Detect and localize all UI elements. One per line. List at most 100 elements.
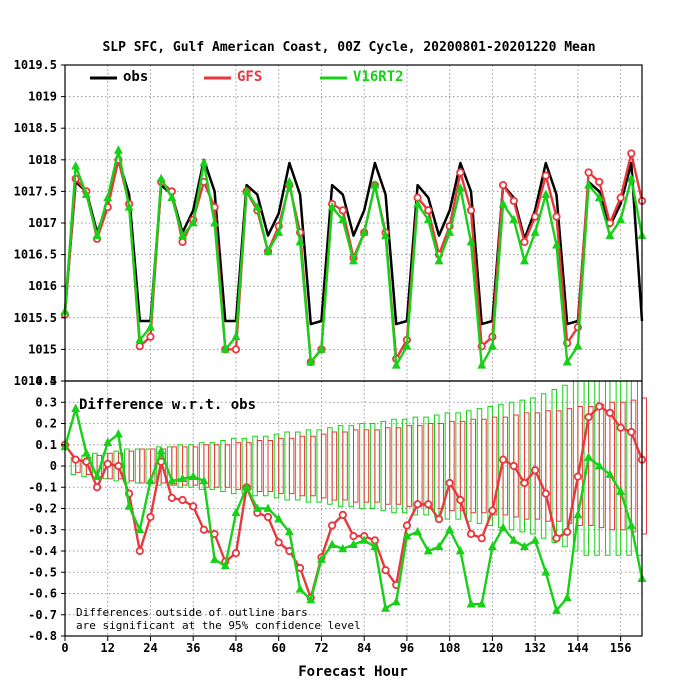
- top-point-gfs: [616, 193, 625, 202]
- x-tick-label-132: 132: [524, 641, 546, 655]
- tick-labels: 0 12 24 36 48 60 72 84 96 108 120 132 144 156 1014.5 10…: [14, 58, 632, 655]
- top-point-v16rt2: [103, 192, 113, 202]
- confidence-bar-gfs: [588, 406, 594, 526]
- bottom-point-gfs: [146, 512, 155, 522]
- top-point-v16rt2: [519, 255, 529, 265]
- bottom-point-v16rt2: [530, 535, 540, 544]
- legend: obs GFS V16RT2: [90, 69, 404, 85]
- confidence-bar-gfs: [171, 446, 177, 486]
- bottom-point-v16rt2: [519, 541, 529, 551]
- confidence-bar-gfs: [406, 425, 412, 507]
- legend-label-gfs: GFS: [237, 69, 262, 85]
- confidence-bar-gfs: [224, 444, 231, 488]
- bottom-point-v16rt2: [573, 509, 583, 519]
- significance-note-line-2: are significant at the 95% confidence le…: [76, 619, 361, 632]
- top-point-v16rt2: [81, 189, 91, 198]
- top-point-gfs: [135, 342, 144, 351]
- bottom-point-gfs: [92, 483, 102, 492]
- confidence-bar-gfs: [481, 418, 487, 514]
- bottom-point-v16rt2: [316, 554, 326, 563]
- bottom-point-gfs: [498, 455, 508, 464]
- bottom-point-v16rt2: [71, 403, 81, 413]
- confidence-bar-gfs: [502, 416, 509, 516]
- bottom-point-gfs: [509, 461, 518, 471]
- top-point-v16rt2: [178, 230, 188, 240]
- bottom-point-v16rt2: [81, 448, 91, 457]
- significance-note-line-1: Differences outside of outline bars: [76, 606, 308, 619]
- top-point-gfs: [595, 177, 604, 187]
- bottom-point-v16rt2: [167, 475, 177, 485]
- top-point-gfs: [531, 212, 540, 221]
- confidence-bar-gfs: [363, 429, 370, 503]
- x-tick-label-24: 24: [143, 641, 157, 655]
- top-point-gfs: [466, 206, 476, 215]
- top-point-v16rt2: [477, 360, 487, 369]
- top-y-tick-label: 1017.5: [14, 184, 57, 198]
- confidence-bar-gfs: [288, 437, 295, 495]
- top-point-v16rt2: [413, 198, 423, 208]
- top-point-v16rt2: [135, 334, 145, 344]
- bottom-point-v16rt2: [413, 526, 423, 536]
- bottom-point-gfs: [584, 413, 593, 422]
- confidence-bar-gfs: [577, 406, 583, 526]
- bottom-point-gfs: [338, 510, 347, 519]
- x-tick-label-96: 96: [400, 641, 414, 655]
- top-point-v16rt2: [381, 230, 391, 240]
- bottom-y-tick-label: -0.2: [28, 502, 57, 516]
- confidence-bar-gfs: [609, 401, 615, 531]
- top-y-tick-label: 1017: [28, 216, 57, 230]
- bottom-point-gfs: [434, 515, 444, 524]
- x-tick-label-108: 108: [439, 641, 461, 655]
- bottom-y-tick-label: -0.3: [28, 523, 57, 537]
- top-point-v16rt2: [541, 189, 551, 198]
- top-point-gfs: [338, 206, 347, 215]
- bottom-point-gfs: [466, 529, 476, 539]
- bottom-point-v16rt2: [359, 535, 369, 544]
- confidence-bar-gfs: [620, 401, 626, 531]
- confidence-bar-gfs: [139, 448, 145, 484]
- bottom-y-tick-label: -0.1: [28, 480, 57, 494]
- bottom-point-v16rt2: [605, 469, 615, 478]
- confidence-bar-gfs: [267, 440, 274, 492]
- confidence-bar-v16rt2: [626, 380, 632, 556]
- bottom-point-v16rt2: [498, 522, 508, 532]
- bottom-point-v16rt2: [295, 584, 305, 593]
- confidence-bar-gfs: [299, 435, 306, 497]
- top-point-v16rt2: [349, 255, 358, 265]
- axes-frame: [61, 64, 643, 641]
- top-y-tick-label: 1016: [28, 279, 57, 293]
- top-point-v16rt2: [584, 180, 594, 189]
- top-y-tick-label: 1016.5: [14, 248, 57, 262]
- bottom-point-v16rt2: [306, 594, 316, 604]
- bottom-point-gfs: [114, 461, 123, 471]
- x-tick-label-72: 72: [314, 641, 328, 655]
- bottom-point-gfs: [263, 512, 273, 522]
- bottom-point-v16rt2: [103, 437, 113, 447]
- confidence-bar-v16rt2: [637, 380, 643, 556]
- confidence-bar-gfs: [545, 410, 551, 522]
- bottom-point-gfs: [531, 466, 540, 475]
- confidence-bar-gfs: [214, 444, 220, 488]
- x-tick-label-0: 0: [61, 641, 68, 655]
- top-point-v16rt2: [391, 360, 401, 369]
- bottom-point-v16rt2: [113, 429, 123, 438]
- top-point-v16rt2: [113, 145, 123, 154]
- bottom-point-v16rt2: [616, 486, 626, 495]
- bottom-point-v16rt2: [487, 541, 497, 551]
- bottom-point-v16rt2: [92, 471, 102, 481]
- legend-label-v16rt2: V16RT2: [353, 69, 404, 85]
- bottom-y-tick-label: 0: [50, 459, 57, 473]
- confidence-bar-gfs: [385, 427, 391, 505]
- top-point-v16rt2: [359, 227, 369, 236]
- confidence-bar-gfs: [470, 418, 477, 514]
- bottom-point-v16rt2: [541, 567, 551, 576]
- bottom-point-gfs: [424, 500, 433, 509]
- legend-label-obs: obs: [123, 69, 148, 85]
- top-point-v16rt2: [284, 176, 294, 186]
- top-point-v16rt2: [327, 202, 337, 211]
- bottom-point-v16rt2: [263, 503, 273, 512]
- top-point-v16rt2: [306, 356, 316, 366]
- bottom-point-v16rt2: [584, 452, 594, 461]
- bottom-y-tick-label: -0.7: [28, 608, 57, 622]
